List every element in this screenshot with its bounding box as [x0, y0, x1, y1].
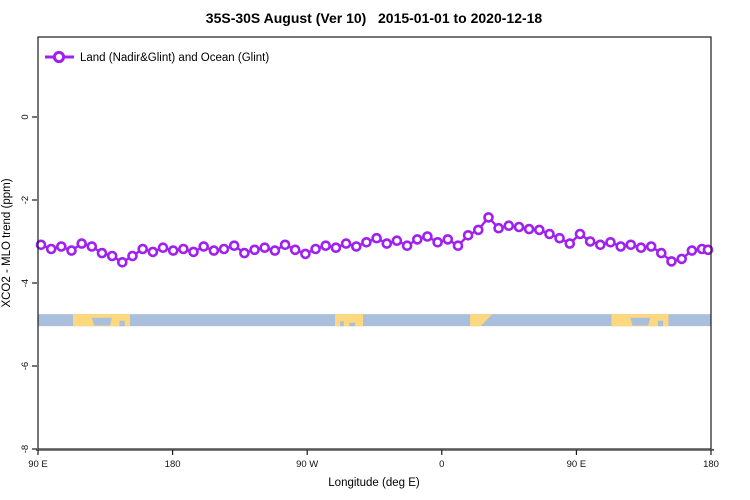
data-point [279, 239, 291, 251]
data-point [269, 245, 281, 256]
ocean-notch [91, 317, 112, 326]
data-point [239, 247, 250, 259]
data-point [310, 243, 321, 255]
data-point [45, 243, 57, 255]
data-point [381, 238, 393, 249]
data-point [472, 224, 484, 236]
data-point [320, 240, 332, 251]
x-tick-label: 90 E [28, 459, 48, 470]
data-point [574, 228, 586, 240]
data-point [401, 240, 413, 251]
legend-label: Land (Nadir&Glint) and Ocean (Glint) [80, 52, 269, 64]
data-point [96, 247, 108, 259]
data-point [76, 238, 87, 249]
data-point [391, 235, 403, 246]
chart-title: 35S-30S August (Ver 10) 2015-01-01 to 20… [206, 10, 543, 26]
y-axis-label: XCO2 - MLO trend (ppm) [1, 178, 13, 307]
y-tick-label: -4 [20, 279, 31, 287]
data-point [666, 256, 677, 267]
data-point [117, 256, 128, 268]
data-point [228, 240, 240, 251]
data-point [35, 239, 47, 251]
data-point [702, 244, 714, 256]
data-point [594, 239, 606, 251]
data-point [340, 238, 352, 249]
data-point [422, 231, 433, 242]
data-point [564, 238, 576, 249]
y-tick-label: -6 [20, 362, 31, 370]
data-point [259, 242, 271, 253]
data-point [66, 245, 77, 256]
data-point [635, 242, 647, 253]
data-point [615, 241, 627, 252]
data-point [361, 237, 372, 248]
data-point [198, 241, 209, 252]
data-point [533, 224, 545, 236]
data-point [432, 237, 443, 248]
legend: Land (Nadir&Glint) and Ocean (Glint) [45, 50, 269, 64]
data-point [452, 240, 464, 251]
y-tick-label: -8 [20, 445, 31, 453]
data-point [106, 250, 118, 262]
data-series [35, 212, 714, 268]
data-point [584, 236, 596, 247]
data-point [289, 244, 301, 256]
data-point [178, 243, 189, 255]
ocean-notch [340, 321, 344, 327]
data-point [442, 234, 454, 245]
data-point [188, 246, 199, 258]
data-point [350, 241, 362, 252]
ocean-notch [119, 320, 125, 327]
data-point [676, 253, 688, 265]
map-band [38, 314, 711, 327]
data-point [625, 239, 637, 251]
data-point [330, 242, 342, 253]
y-axis: 0 -2 -4 -6 -8 [20, 114, 37, 453]
data-point [300, 248, 311, 260]
x-tick-label: 90 W [296, 459, 318, 470]
data-point [86, 241, 98, 252]
data-point [208, 245, 220, 256]
y-tick-label: -2 [20, 196, 31, 204]
x-axis: 90 E 180 90 W 0 90 E 180 [28, 450, 719, 470]
x-tick-label: 180 [165, 459, 181, 470]
data-point [167, 245, 179, 256]
data-point [147, 246, 159, 258]
data-point [523, 223, 535, 235]
data-point [483, 212, 494, 223]
data-point [371, 232, 382, 244]
data-point [513, 221, 525, 233]
data-point [503, 220, 515, 231]
ocean-notch [349, 322, 356, 327]
land-patch [335, 314, 363, 327]
data-point [462, 230, 474, 241]
data-point [493, 222, 504, 234]
ocean-band [38, 314, 711, 327]
y-tick-label: 0 [20, 114, 31, 119]
x-tick-label: 180 [703, 459, 719, 470]
data-point [137, 243, 148, 255]
land-patch [470, 314, 493, 327]
data-point [554, 232, 565, 244]
data-point [605, 237, 616, 248]
data-point [655, 247, 667, 259]
x-tick-label: 90 E [567, 459, 587, 470]
data-point [218, 243, 230, 255]
ocean-notch [630, 317, 651, 326]
data-point [645, 241, 657, 252]
ocean-notch [657, 320, 664, 327]
x-axis-label: Longitude (deg E) [328, 477, 420, 489]
x-tick-label: 0 [439, 459, 444, 470]
data-point [544, 228, 555, 240]
legend-marker-icon [52, 50, 66, 64]
data-point [157, 242, 169, 253]
data-point [127, 250, 138, 262]
data-point [411, 234, 423, 245]
data-point [55, 241, 67, 252]
data-point [686, 245, 698, 256]
data-point [249, 244, 260, 256]
